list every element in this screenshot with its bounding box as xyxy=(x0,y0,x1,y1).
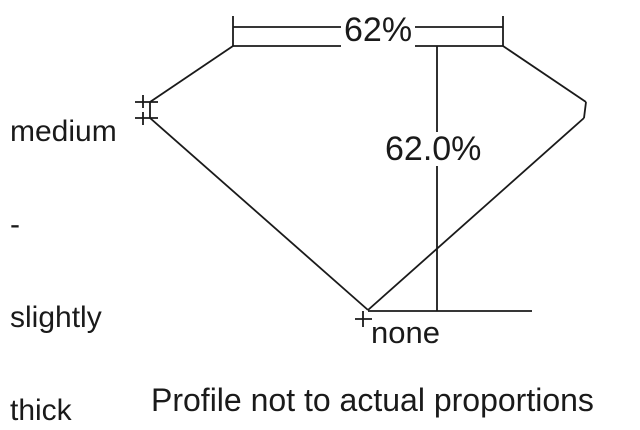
culet-size-label: none xyxy=(371,315,440,350)
table-percentage-label: 62% xyxy=(341,13,416,47)
girdle-label-line-3: slightly xyxy=(10,301,102,334)
girdle-label-line-2: - xyxy=(10,208,20,241)
girdle-label-line-1: medium xyxy=(10,115,117,148)
girdle-thickness-label: medium - slightly thick (faceted) xyxy=(10,54,128,430)
depth-percentage-label: 62.0% xyxy=(383,130,484,168)
pavilion-right-line xyxy=(367,117,585,311)
crown-right-line xyxy=(502,45,587,103)
crown-left-line xyxy=(149,45,234,103)
girdle-right-line xyxy=(583,101,587,119)
girdle-label-line-4: thick xyxy=(10,394,72,427)
pavilion-left-line xyxy=(149,117,369,311)
caption-text: Profile not to actual proportions xyxy=(151,382,594,418)
